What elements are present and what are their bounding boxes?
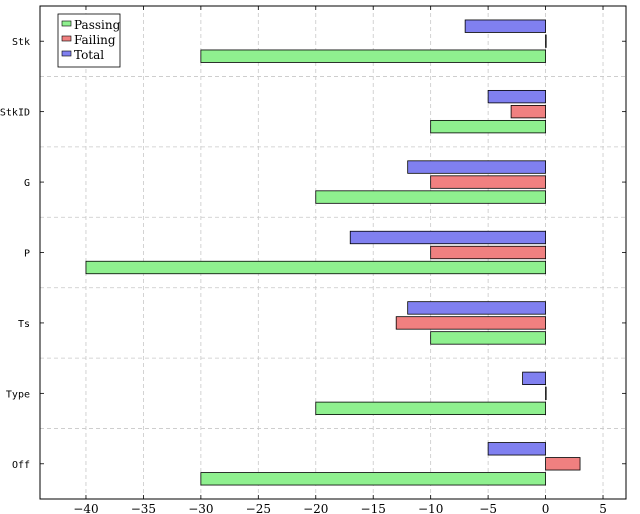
x-tick-label: −10	[418, 502, 443, 514]
bar-failing	[545, 457, 581, 471]
legend-label-total: Total	[74, 48, 104, 62]
legend-label-failing: Failing	[74, 33, 116, 47]
x-tick-label: −15	[361, 502, 386, 514]
x-tick-label: 5	[599, 502, 607, 514]
bar-passing	[315, 401, 546, 416]
bar-total	[407, 160, 546, 174]
bar-passing	[200, 472, 546, 486]
bar-total	[487, 89, 546, 104]
bar-passing	[315, 190, 546, 204]
bar-total	[487, 442, 546, 456]
legend-swatch-passing	[61, 20, 72, 27]
bar-passing	[430, 331, 546, 345]
legend-swatch-total	[61, 50, 72, 57]
bar-total	[407, 301, 546, 315]
bar-failing	[545, 34, 547, 48]
x-tick-label: −40	[73, 502, 98, 514]
bars	[85, 19, 581, 486]
bar-failing	[395, 316, 546, 330]
bar-failing	[430, 245, 546, 260]
y-axis: Stk StkID G P Ts Type Off	[0, 37, 626, 471]
x-axis: −40 −35 −30 −25 −20 −15 −10 −5 0 5	[73, 6, 607, 514]
bar-passing	[85, 260, 546, 275]
y-tick-label: P	[24, 249, 30, 260]
x-tick-label: −5	[479, 502, 497, 514]
y-tick-label: Type	[6, 389, 30, 400]
bar-failing	[430, 175, 546, 189]
bar-failing	[545, 386, 547, 401]
y-tick-label: G	[24, 178, 30, 189]
y-tick-label: Off	[12, 460, 30, 471]
y-tick-label: Ts	[18, 319, 30, 330]
x-tick-label: −25	[246, 502, 271, 514]
bar-passing	[200, 49, 546, 63]
bar-total	[464, 19, 546, 33]
bar-total	[522, 371, 546, 386]
y-tick-label: StkID	[0, 108, 30, 119]
bar-failing	[510, 104, 546, 119]
x-tick-label: −20	[303, 502, 328, 514]
x-tick-label: 0	[542, 502, 550, 514]
y-tick-label: Stk	[12, 37, 30, 48]
bar-passing	[430, 119, 546, 134]
x-tick-label: −30	[188, 502, 213, 514]
legend-swatch-failing	[61, 35, 72, 42]
legend-label-passing: Passing	[74, 18, 121, 32]
x-tick-label: −35	[131, 502, 156, 514]
bar-total	[349, 230, 546, 245]
